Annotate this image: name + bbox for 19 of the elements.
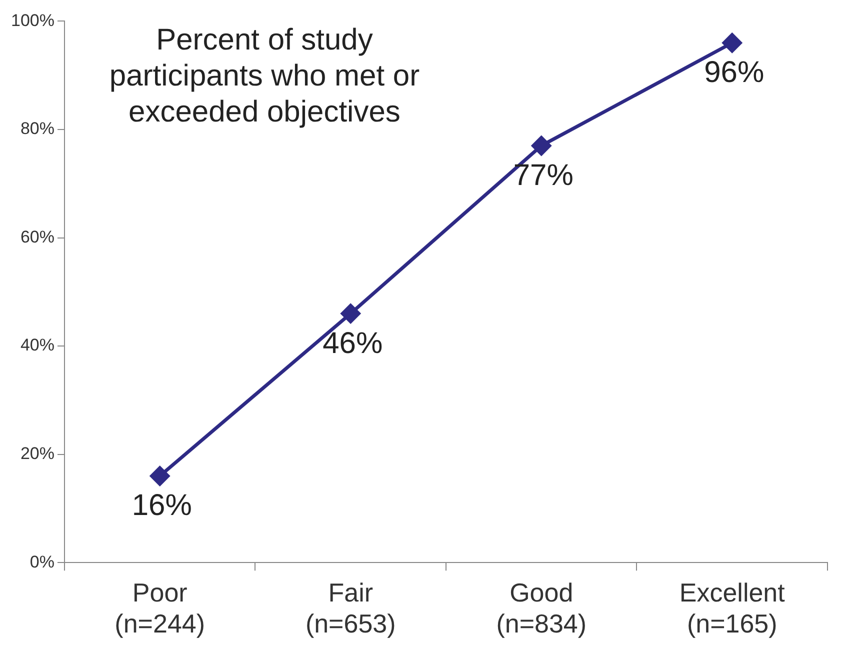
y-tick-label: 0% xyxy=(30,552,54,572)
point xyxy=(532,136,552,156)
x-tick-label: Excellent (n=165) xyxy=(679,577,786,639)
point xyxy=(340,304,360,324)
point xyxy=(722,33,742,53)
data-label: 16% xyxy=(132,489,192,522)
data-label: 96% xyxy=(704,56,764,90)
x-tick-label: Good (n=834) xyxy=(496,577,587,639)
x-tick-label: Fair (n=653) xyxy=(305,577,396,639)
y-tick-label: 100% xyxy=(10,10,54,30)
y-tick-label: 80% xyxy=(20,119,54,138)
y-tick-label: 60% xyxy=(20,227,54,246)
text: Percent of study participants who met or exceeded objectives xyxy=(109,23,420,128)
data-label: 77% xyxy=(513,158,574,192)
x-tick-label: Poor (n=244) xyxy=(114,577,206,639)
data-label: 46% xyxy=(322,326,383,360)
y-tick-label: 40% xyxy=(20,336,54,355)
point xyxy=(150,466,170,486)
y-tick-label: 20% xyxy=(20,444,54,464)
